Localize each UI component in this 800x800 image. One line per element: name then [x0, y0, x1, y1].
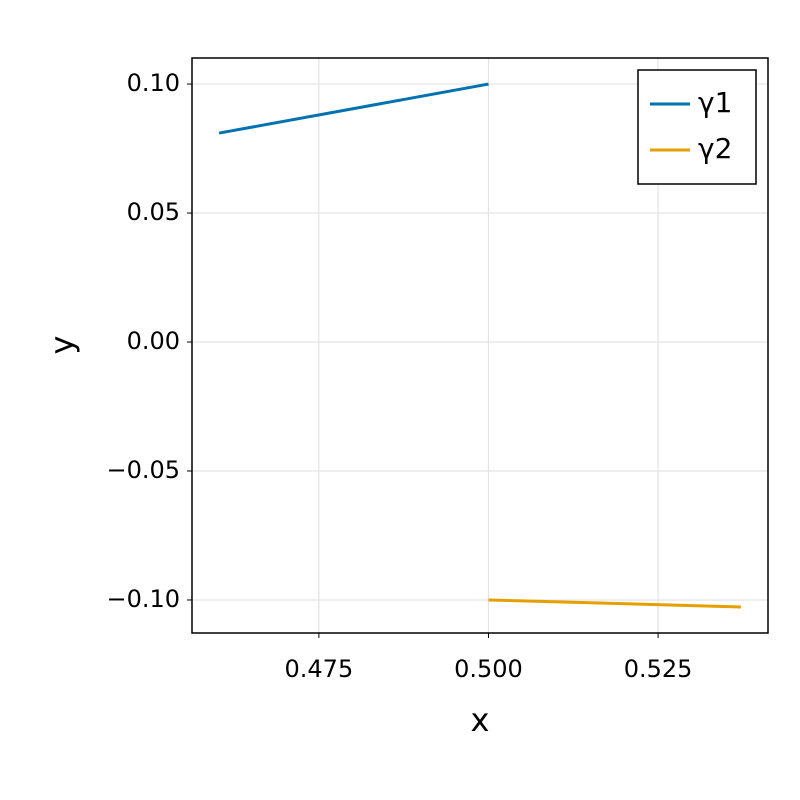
y-tick-label: −0.10	[106, 585, 180, 613]
legend-label: γ2	[698, 132, 732, 165]
x-tick-label: 0.475	[285, 655, 354, 683]
y-tick-label: 0.00	[127, 327, 180, 355]
y-tick-label: 0.05	[127, 198, 180, 226]
y-tick-label: −0.05	[106, 456, 180, 484]
axes-frame	[191, 57, 769, 634]
legend-box	[637, 69, 757, 185]
y-tick-label: 0.10	[127, 69, 180, 97]
x-tick-label: 0.525	[624, 655, 693, 683]
series-line	[218, 82, 489, 135]
x-axis-label: x	[471, 701, 490, 739]
legend-label: γ1	[698, 86, 732, 119]
x-tick-label: 0.500	[454, 655, 523, 683]
plot-area	[218, 82, 741, 609]
series-line	[488, 598, 741, 609]
y-axis-label: y	[43, 336, 81, 355]
